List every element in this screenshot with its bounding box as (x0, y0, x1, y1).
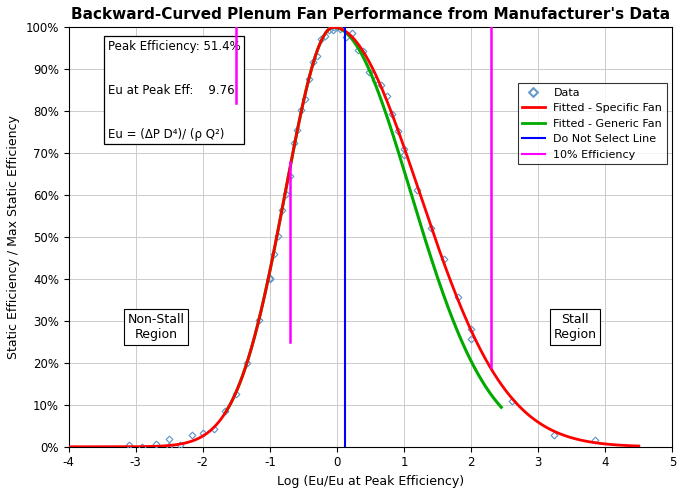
Point (364, 68, 375, 76)
Point (264, 274, 275, 282)
Point (164, 435, 175, 443)
Point (399, 145, 410, 152)
Point (426, 224, 436, 232)
Point (208, 425, 219, 433)
Point (253, 316, 264, 324)
Point (304, 75, 315, 83)
Point (341, 33, 352, 41)
Point (276, 206, 287, 214)
Point (311, 51, 322, 59)
Point (548, 431, 559, 439)
Point (393, 127, 404, 135)
Point (412, 186, 423, 194)
Point (316, 36, 326, 44)
Point (320, 32, 331, 40)
Point (292, 127, 303, 135)
Text: Non-Stall
Region: Non-Stall Region (127, 313, 184, 341)
Point (376, 81, 387, 89)
Point (346, 29, 357, 37)
Point (370, 76, 380, 84)
Point (452, 294, 463, 301)
Point (288, 139, 299, 147)
Point (328, 26, 339, 34)
Point (268, 250, 279, 258)
Text: Peak Efficiency: 51.4%

Eu at Peak Eff:    9.76

Eu = (ΔP D⁴)/ (ρ Q²): Peak Efficiency: 51.4% Eu at Peak Eff: 9… (108, 40, 240, 141)
Point (273, 232, 283, 240)
Point (335, 25, 346, 33)
Point (331, 23, 342, 31)
Point (399, 150, 410, 158)
Point (387, 110, 398, 118)
Text: Stall
Region: Stall Region (554, 313, 596, 341)
Point (466, 325, 477, 333)
Point (300, 95, 311, 103)
Point (381, 93, 392, 100)
Title: Backward-Curved Plenum Fan Performance from Manufacturer's Data: Backward-Curved Plenum Fan Performance f… (71, 7, 670, 22)
Point (284, 172, 295, 180)
Point (296, 106, 307, 114)
Legend: Data, Fitted - Specific Fan, Fitted - Generic Fan, Do Not Select Line, 10% Effic: Data, Fitted - Specific Fan, Fitted - Ge… (518, 83, 667, 164)
Point (466, 335, 477, 343)
Point (175, 441, 186, 449)
Point (197, 429, 208, 437)
Point (124, 441, 135, 448)
Y-axis label: Static Efficiency / Max Static Efficiency: Static Efficiency / Max Static Efficienc… (7, 115, 20, 359)
Point (324, 26, 335, 34)
Point (150, 440, 161, 447)
Point (231, 390, 242, 397)
Point (589, 436, 600, 444)
Point (358, 47, 369, 55)
Point (352, 46, 363, 53)
Point (137, 443, 148, 451)
Point (308, 58, 319, 66)
Point (186, 431, 197, 439)
Point (507, 397, 518, 405)
Point (328, 23, 339, 31)
Point (242, 359, 253, 367)
Point (438, 255, 449, 263)
Point (220, 407, 231, 415)
X-axis label: Log (Eu/Eu at Peak Efficiency): Log (Eu/Eu at Peak Efficiency) (277, 475, 464, 488)
Point (280, 190, 291, 198)
Point (264, 275, 275, 283)
Point (164, 443, 175, 450)
